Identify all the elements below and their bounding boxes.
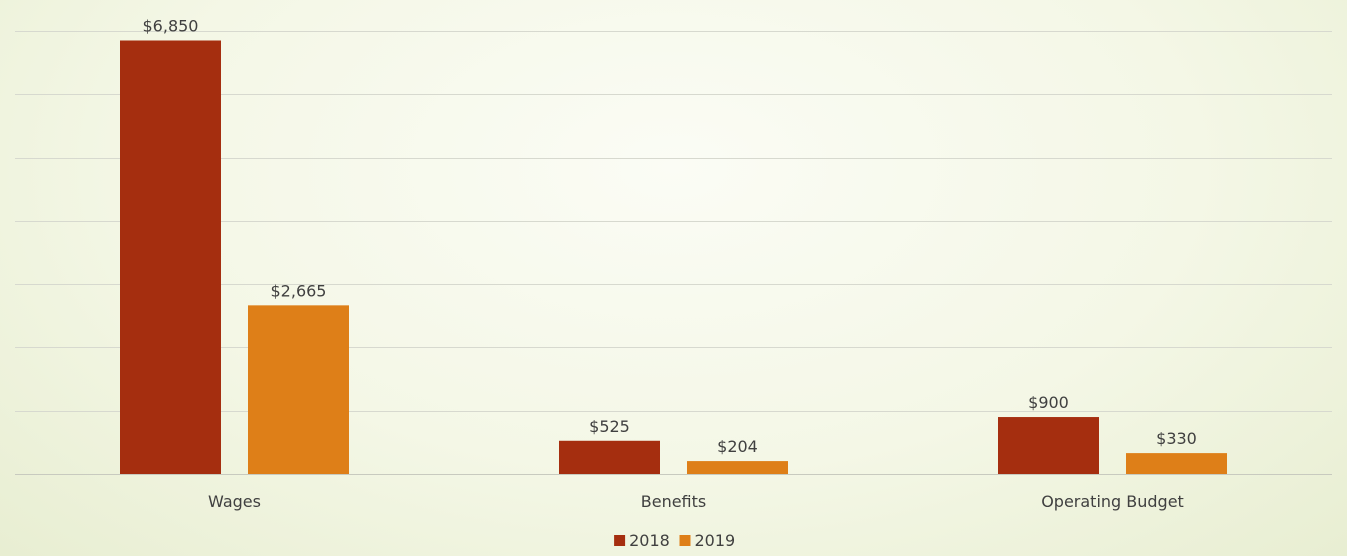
- bar-2018-benefits: [559, 440, 660, 474]
- legend-swatch-2019: [679, 535, 691, 546]
- category-label: Wages: [208, 492, 261, 511]
- data-label: $2,665: [271, 281, 327, 300]
- data-label: $525: [589, 417, 630, 436]
- bar-2019-wages: [248, 305, 349, 474]
- bar-2019-operating-budget: [1126, 453, 1227, 474]
- bar-2018-wages: [120, 40, 221, 474]
- legend-swatch-2018: [614, 535, 626, 546]
- data-label: $204: [717, 437, 758, 456]
- data-label: $6,850: [143, 16, 199, 35]
- legend-label: 2019: [695, 531, 736, 550]
- category-label: Benefits: [641, 492, 707, 511]
- bar-2018-operating-budget: [998, 417, 1099, 474]
- data-labels: $6,850 $2,665 $525 $204 $900 $330: [143, 16, 1197, 456]
- category-labels: Wages Benefits Operating Budget: [208, 492, 1184, 511]
- legend-label: 2018: [629, 531, 670, 550]
- legend: 2018 2019: [614, 531, 735, 550]
- category-label: Operating Budget: [1041, 492, 1184, 511]
- bars: [120, 40, 1227, 474]
- gridlines: [15, 31, 1332, 475]
- data-label: $330: [1156, 429, 1197, 448]
- data-label: $900: [1028, 393, 1069, 412]
- bar-2019-benefits: [687, 461, 788, 474]
